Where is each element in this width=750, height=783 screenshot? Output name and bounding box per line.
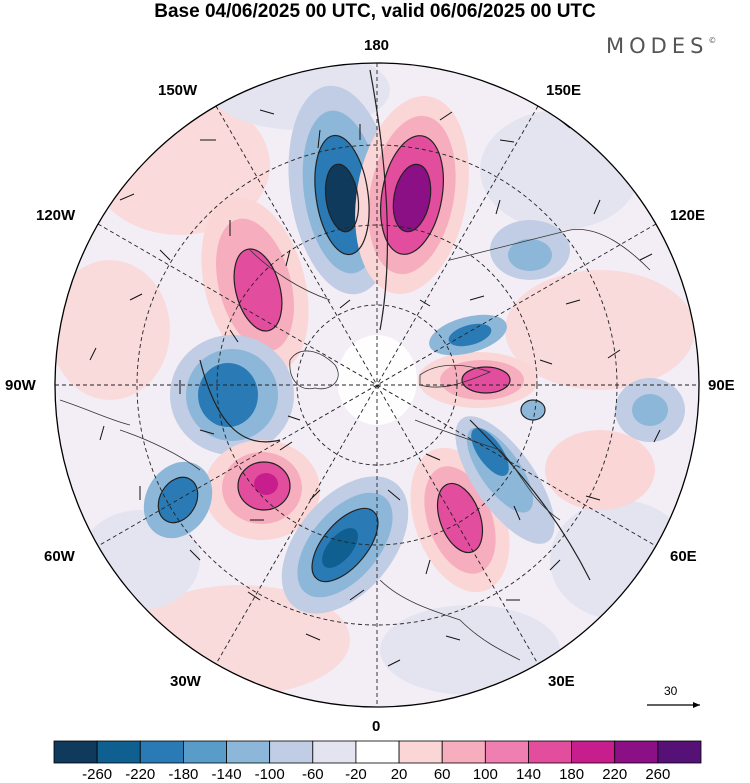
colorbar-swatch <box>53 740 98 764</box>
map-title: Base 04/06/2025 00 UTC, valid 06/06/2025… <box>154 1 596 22</box>
lon-label-30w: 30W <box>170 673 201 690</box>
colorbar-tick-label: 260 <box>645 766 670 783</box>
colorbar-tick-label: -100 <box>255 766 285 783</box>
colorbar: -260 -220 -180 -140 -100 -60 -20 20 60 100 140 180 2… <box>53 740 702 783</box>
reference-vector-label: 30 <box>664 684 678 698</box>
map-boundary <box>54 62 700 708</box>
colorbar-swatch <box>96 740 141 764</box>
colorbar-swatch <box>571 740 616 764</box>
colorbar-swatch <box>398 740 443 764</box>
colorbar-tick-label: -180 <box>168 766 198 783</box>
lon-label-60e: 60E <box>670 548 697 565</box>
colorbar-tick-label: -60 <box>302 766 324 783</box>
colorbar-swatch <box>441 740 486 764</box>
colorbar-tick-label: -140 <box>212 766 242 783</box>
colorbar-swatch <box>484 740 529 764</box>
colorbar-swatch <box>139 740 184 764</box>
colorbar-tick-label: -260 <box>82 766 112 783</box>
modes-brand-logo: MODES© <box>606 34 717 58</box>
colorbar-swatch <box>657 740 702 764</box>
graticule <box>55 63 699 707</box>
anomaly-field <box>55 63 699 707</box>
colorbar-tick-label: 180 <box>559 766 584 783</box>
colorbar-swatch <box>355 740 400 764</box>
lon-label-150e: 150E <box>546 82 582 99</box>
lon-label-left: 90W <box>5 377 36 394</box>
colorbar-tick-label: 220 <box>602 766 627 783</box>
lon-label-120e: 120E <box>670 207 706 224</box>
colorbar-swatch <box>182 740 227 764</box>
colorbar-tick-label: -220 <box>125 766 155 783</box>
colorbar-tick-label: 100 <box>473 766 498 783</box>
colorbar-tick-label: 60 <box>434 766 451 783</box>
coastlines <box>59 228 651 661</box>
lon-label-30e: 30E <box>548 673 575 690</box>
colorbar-swatch <box>226 740 271 764</box>
colorbar-tick-label: -20 <box>345 766 367 783</box>
colorbar-swatch <box>528 740 573 764</box>
colorbar-tick-label: 20 <box>391 766 408 783</box>
lon-label-top: 180 <box>364 37 390 54</box>
lon-label-60w: 60W <box>44 548 75 565</box>
colorbar-swatch <box>312 740 357 764</box>
lon-label-150w: 150W <box>158 82 198 99</box>
lon-label-120w: 120W <box>36 207 76 224</box>
colorbar-tick-label: 140 <box>516 766 541 783</box>
lon-label-right: 90E <box>708 377 735 394</box>
reference-vector-arrow <box>647 702 700 708</box>
lon-label-bottom: 0 <box>372 718 381 735</box>
colorbar-swatch <box>269 740 314 764</box>
contour-lines <box>157 69 591 583</box>
colorbar-swatch <box>614 740 659 764</box>
wind-vectors <box>89 109 661 667</box>
